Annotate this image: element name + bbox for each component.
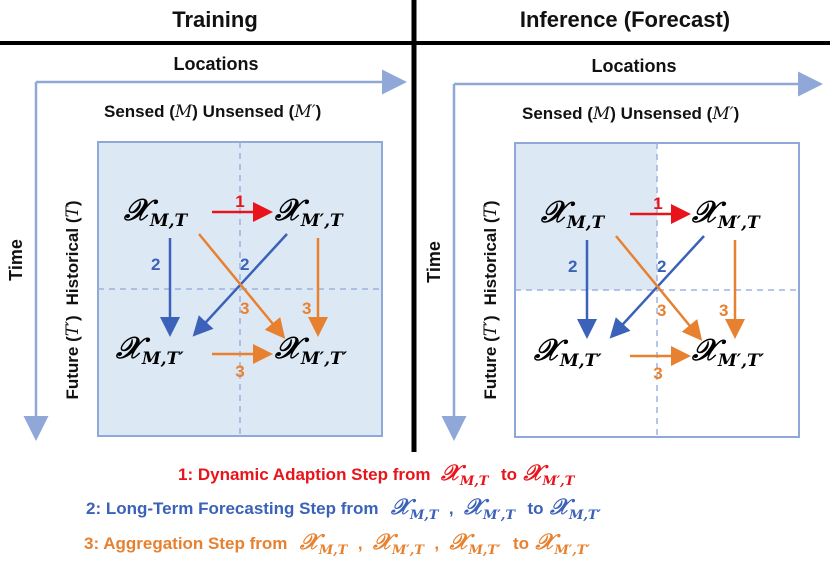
legend-step1: 1: Dynamic Adaption Step from 𝒳M,T to 𝒳M… xyxy=(178,460,576,489)
locations-label: Locations xyxy=(591,56,676,76)
column-labels: Sensed (M) Unsensed (M′) xyxy=(522,104,739,124)
time-label: Time xyxy=(6,239,26,281)
step2-label-diag: 2 xyxy=(657,257,666,276)
header-inference: Inference (Forecast) xyxy=(520,7,730,32)
step3-arrow-diag xyxy=(615,235,703,341)
step1-label: 1 xyxy=(235,192,244,211)
legend-step2: 2: Long-Term Forecasting Step from 𝒳M,T … xyxy=(86,494,602,523)
column-labels: Sensed (M) Unsensed (M′) xyxy=(104,102,321,122)
step2-label-down: 2 xyxy=(151,255,160,274)
step2-label-diag: 2 xyxy=(240,255,249,274)
time-label: Time xyxy=(424,241,444,283)
step3-label-right: 3 xyxy=(653,364,662,383)
step3-label-diag: 3 xyxy=(240,299,249,318)
step3-label-down: 3 xyxy=(719,301,728,320)
step2-arrow-diag xyxy=(609,235,705,339)
step3-label-diag: 3 xyxy=(657,301,666,320)
step2-arrow-diag xyxy=(192,233,288,337)
row-labels: Future (T′)Historical (T) xyxy=(481,200,501,399)
training-panel: Locations Time Sensed (M) Unsensed (M′) … xyxy=(6,54,407,441)
locations-label: Locations xyxy=(173,54,258,74)
inference-panel: Locations Time Sensed (M) Unsensed (M′) … xyxy=(424,56,823,441)
legend: 1: Dynamic Adaption Step from 𝒳M,T to 𝒳M… xyxy=(84,460,602,558)
row-labels: Future (T′)Historical (T) xyxy=(63,200,83,399)
legend-step3: 3: Aggregation Step from 𝒳M,T , 𝒳M′,T , … xyxy=(84,529,590,558)
header-training: Training xyxy=(172,7,258,32)
step2-label-down: 2 xyxy=(568,257,577,276)
step3-label-down: 3 xyxy=(302,299,311,318)
step3-arrow-diag xyxy=(198,233,286,339)
step3-label-right: 3 xyxy=(235,362,244,381)
step1-label: 1 xyxy=(653,194,662,213)
